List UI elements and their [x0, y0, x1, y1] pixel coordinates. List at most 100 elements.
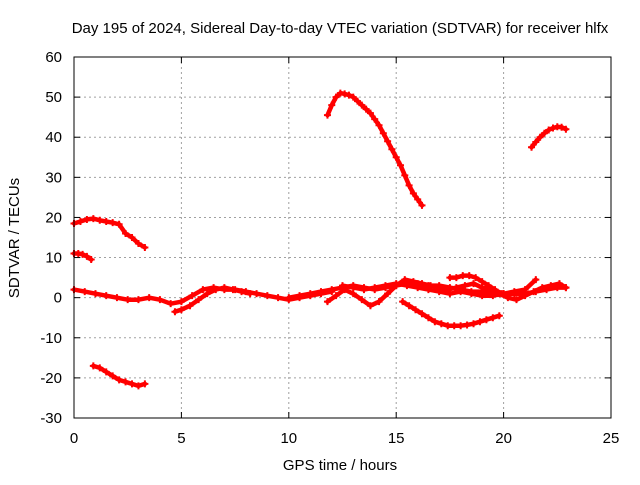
data-point [414, 195, 422, 203]
series-layer [70, 89, 570, 390]
data-point [403, 282, 411, 290]
data-point [81, 288, 89, 296]
y-axis-label: SDTVAR / TECUs [6, 178, 23, 298]
data-point [446, 290, 454, 298]
data-point [102, 217, 110, 225]
data-point [145, 294, 153, 302]
data-point [354, 97, 362, 105]
data-point [83, 252, 91, 260]
data-point [470, 320, 478, 328]
data-point [345, 91, 353, 99]
data-point [171, 308, 179, 316]
data-point [452, 274, 460, 282]
grid [74, 57, 611, 418]
data-point [341, 90, 349, 98]
data-point [461, 282, 469, 290]
data-point [532, 138, 540, 146]
data-point [418, 201, 426, 209]
data-point [476, 318, 484, 326]
data-point [562, 125, 570, 133]
y-tick-label: 60 [45, 49, 62, 66]
data-point [401, 276, 409, 284]
data-point [323, 111, 331, 119]
data-point [238, 288, 246, 296]
data-point [102, 292, 110, 300]
data-point [328, 286, 336, 294]
data-point [547, 282, 555, 290]
data-point [405, 302, 413, 310]
data-point [504, 294, 512, 302]
data-point [414, 284, 422, 292]
data-point [384, 290, 392, 298]
data-point [339, 282, 346, 290]
data-point [388, 145, 396, 153]
data-point [371, 115, 379, 123]
data-point [141, 380, 149, 388]
data-point [457, 288, 465, 296]
series-line-arc-zero-2 [172, 285, 253, 314]
data-point [306, 290, 314, 298]
data-point [478, 284, 486, 292]
data-point [349, 93, 357, 101]
data-point [489, 314, 497, 322]
data-point [424, 314, 432, 322]
data-point [521, 292, 529, 300]
y-tick-label: 30 [45, 169, 62, 186]
data-point [482, 316, 490, 324]
data-point [79, 250, 87, 258]
series-line-arc-negative-mid [400, 299, 502, 328]
data-point [405, 181, 413, 189]
x-tick-label: 10 [280, 430, 297, 447]
data-point [115, 220, 123, 228]
data-point [141, 244, 149, 252]
data-point [532, 276, 540, 284]
data-point [317, 288, 325, 296]
data-point [495, 312, 503, 320]
data-point [435, 288, 443, 296]
axes: 0 5 10 15 20 25 -30 -20 -10 0 10 20 30 40 50 60 [40, 49, 619, 447]
data-point [195, 296, 203, 304]
data-point [109, 219, 117, 227]
data-point [274, 294, 282, 302]
data-point [332, 93, 340, 101]
data-point [87, 256, 95, 264]
data-point [530, 288, 538, 296]
data-point [470, 280, 478, 288]
data-point [122, 229, 130, 237]
data-point [457, 322, 465, 330]
y-tick-label: 0 [54, 290, 62, 307]
data-point [113, 294, 121, 302]
data-point [375, 298, 383, 306]
data-point [96, 364, 104, 372]
data-point [555, 280, 563, 288]
data-point [167, 300, 175, 308]
data-point [485, 282, 493, 290]
data-point [253, 290, 261, 298]
data-point [366, 109, 374, 117]
data-point [558, 123, 566, 131]
y-tick-label: 50 [45, 89, 62, 106]
data-point [452, 284, 460, 292]
data-point [134, 382, 142, 390]
data-point [220, 284, 228, 292]
data-point [409, 189, 417, 197]
data-point [76, 217, 84, 225]
y-tick-label: -20 [40, 370, 62, 387]
data-point [437, 320, 445, 328]
chart-title: Day 195 of 2024, Sidereal Day-to-day VTE… [72, 20, 609, 37]
data-point [418, 280, 426, 288]
data-point [392, 153, 400, 161]
data-point [89, 215, 97, 223]
y-tick-label: 10 [45, 250, 62, 267]
data-point [263, 292, 271, 300]
data-point [384, 137, 392, 145]
data-point [392, 280, 400, 288]
data-point [332, 292, 340, 300]
data-point [375, 121, 383, 129]
data-point [472, 274, 480, 282]
data-point [358, 296, 366, 304]
data-point [418, 310, 426, 318]
data-point [115, 376, 123, 384]
y-tick-label: 40 [45, 129, 62, 146]
